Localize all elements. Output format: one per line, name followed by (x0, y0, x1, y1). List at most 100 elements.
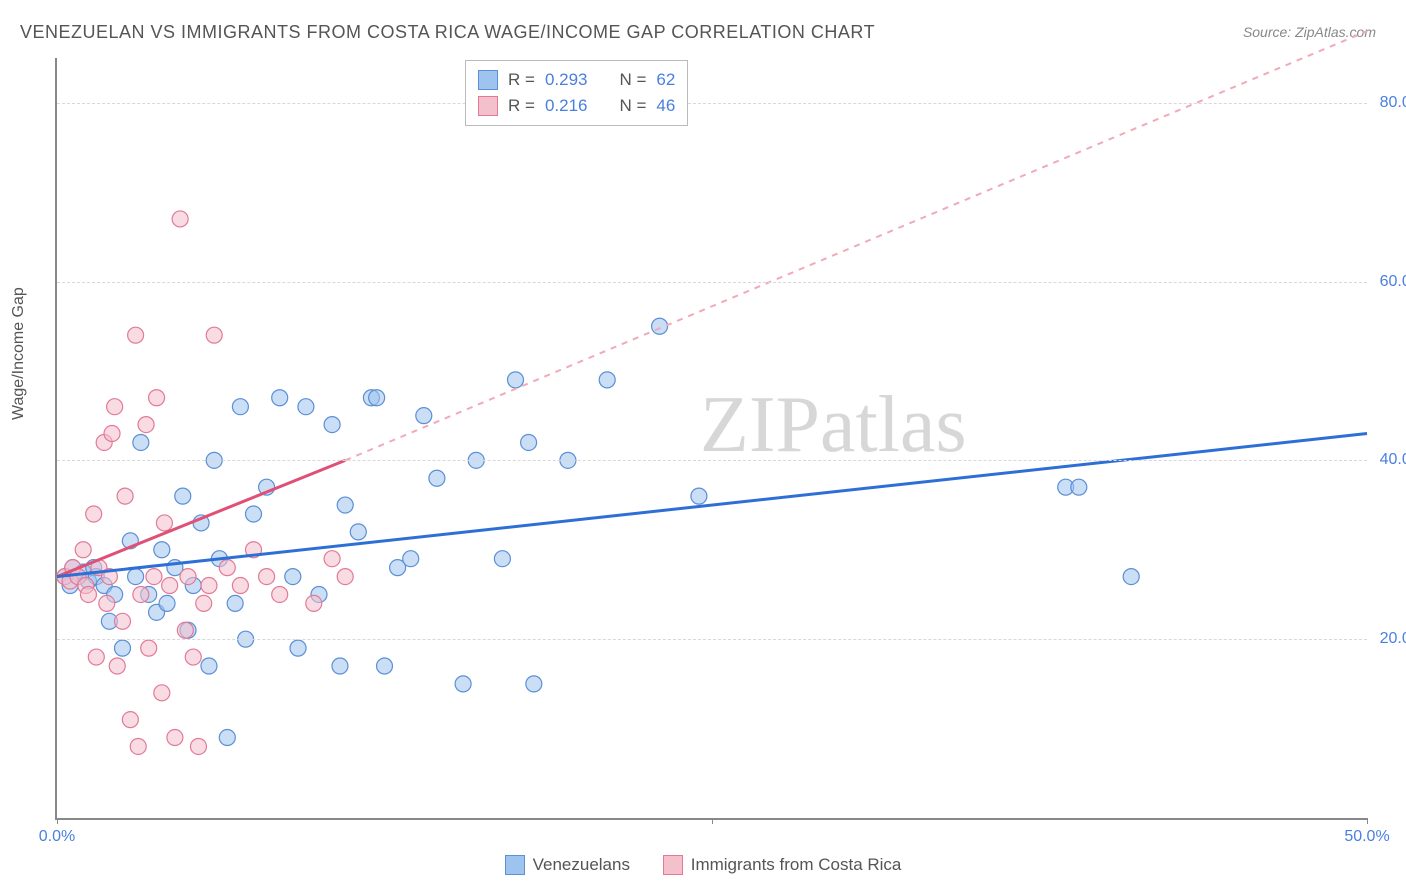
scatter-point (154, 685, 170, 701)
scatter-point (246, 506, 262, 522)
swatch-venezuelans-icon (478, 70, 498, 90)
ytick-label: 40.0% (1380, 451, 1406, 469)
scatter-point (88, 649, 104, 665)
scatter-point (219, 730, 235, 746)
scatter-point (219, 560, 235, 576)
legend-item-costarica: Immigrants from Costa Rica (663, 855, 902, 875)
n-value[interactable]: 62 (656, 67, 675, 93)
legend-label: Immigrants from Costa Rica (691, 855, 902, 875)
scatter-point (526, 676, 542, 692)
scatter-point (1071, 479, 1087, 495)
scatter-point (175, 488, 191, 504)
scatter-point (416, 408, 432, 424)
scatter-point (185, 649, 201, 665)
scatter-point (337, 497, 353, 513)
r-value[interactable]: 0.216 (545, 93, 588, 119)
n-value[interactable]: 46 (656, 93, 675, 119)
legend-stats-row-1: R = 0.216 N = 46 (478, 93, 675, 119)
swatch-costarica-icon (663, 855, 683, 875)
chart-svg (57, 58, 1367, 818)
scatter-point (107, 399, 123, 415)
scatter-point (403, 551, 419, 567)
scatter-point (429, 470, 445, 486)
scatter-point (206, 327, 222, 343)
scatter-point (369, 390, 385, 406)
scatter-point (80, 586, 96, 602)
scatter-point (99, 595, 115, 611)
r-value[interactable]: 0.293 (545, 67, 588, 93)
scatter-point (162, 578, 178, 594)
source-label: Source: ZipAtlas.com (1243, 24, 1376, 40)
scatter-point (138, 417, 154, 433)
scatter-point (133, 586, 149, 602)
legend-stats: R = 0.293 N = 62 R = 0.216 N = 46 (465, 60, 688, 126)
scatter-point (130, 738, 146, 754)
scatter-point (1123, 569, 1139, 585)
scatter-point (324, 551, 340, 567)
scatter-point (172, 211, 188, 227)
scatter-point (196, 595, 212, 611)
xtick-label: 0.0% (39, 828, 75, 846)
scatter-point (149, 390, 165, 406)
scatter-point (227, 595, 243, 611)
scatter-point (494, 551, 510, 567)
scatter-point (521, 434, 537, 450)
scatter-point (377, 658, 393, 674)
xtick-label: 50.0% (1344, 828, 1389, 846)
ytick-label: 20.0% (1380, 630, 1406, 648)
scatter-point (141, 640, 157, 656)
trend-line (57, 434, 1367, 577)
scatter-point (350, 524, 366, 540)
scatter-point (324, 417, 340, 433)
scatter-point (86, 506, 102, 522)
gridline (57, 460, 1367, 461)
scatter-point (290, 640, 306, 656)
scatter-point (167, 730, 183, 746)
scatter-point (201, 578, 217, 594)
scatter-point (337, 569, 353, 585)
scatter-point (180, 569, 196, 585)
scatter-point (156, 515, 172, 531)
scatter-point (272, 390, 288, 406)
scatter-point (128, 327, 144, 343)
scatter-point (691, 488, 707, 504)
swatch-venezuelans-icon (505, 855, 525, 875)
scatter-point (455, 676, 471, 692)
legend-series: Venezuelans Immigrants from Costa Rica (0, 855, 1406, 880)
legend-item-venezuelans: Venezuelans (505, 855, 630, 875)
scatter-point (232, 399, 248, 415)
scatter-point (332, 658, 348, 674)
scatter-point (104, 426, 120, 442)
xtick-mark (712, 818, 713, 824)
scatter-point (115, 640, 131, 656)
scatter-point (122, 712, 138, 728)
scatter-point (128, 569, 144, 585)
ytick-label: 80.0% (1380, 94, 1406, 112)
xtick-mark (1367, 818, 1368, 824)
legend-stats-row-0: R = 0.293 N = 62 (478, 67, 675, 93)
r-label: R = (508, 93, 535, 119)
scatter-point (133, 434, 149, 450)
gridline (57, 639, 1367, 640)
scatter-point (75, 542, 91, 558)
scatter-point (259, 569, 275, 585)
scatter-point (652, 318, 668, 334)
y-axis-label: Wage/Income Gap (10, 287, 28, 420)
scatter-point (109, 658, 125, 674)
scatter-point (508, 372, 524, 388)
scatter-point (285, 569, 301, 585)
scatter-point (190, 738, 206, 754)
scatter-point (117, 488, 133, 504)
plot-area: 20.0%40.0%60.0%80.0%0.0%50.0% (55, 58, 1367, 820)
scatter-point (159, 595, 175, 611)
legend-label: Venezuelans (533, 855, 630, 875)
scatter-point (298, 399, 314, 415)
ytick-label: 60.0% (1380, 273, 1406, 291)
scatter-point (599, 372, 615, 388)
scatter-point (146, 569, 162, 585)
scatter-point (154, 542, 170, 558)
scatter-point (306, 595, 322, 611)
gridline (57, 103, 1367, 104)
gridline (57, 282, 1367, 283)
scatter-point (115, 613, 131, 629)
